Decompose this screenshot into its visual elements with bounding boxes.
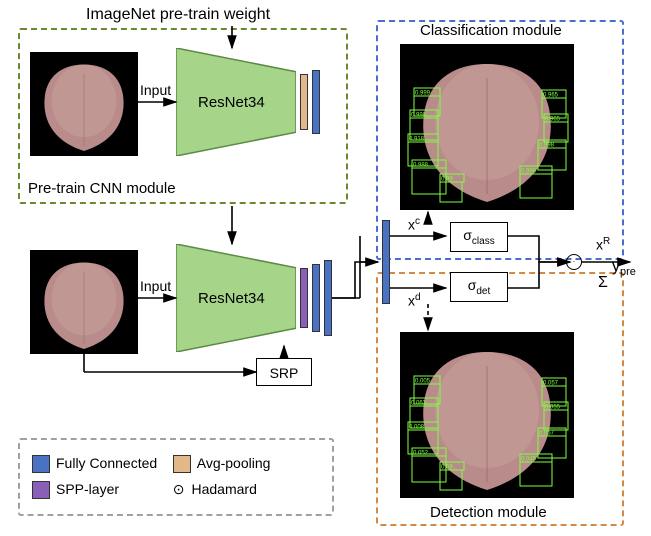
svg-text:0.999: 0.999 [415,91,431,97]
sigma-class-box: σclass [450,222,508,252]
ypre-label: ypre [612,258,636,278]
svg-text:0.008: 0.008 [409,425,425,431]
tongue-image-classification: 0.999 0.998 0.918 0.988 0.99 0.998 0.998 0.965 0… [400,44,574,210]
pretrain-module-label: Pre-train CNN module [28,180,176,197]
srp-box: SRP [256,358,312,386]
svg-text:0.063: 0.063 [411,401,427,407]
classification-module-label: Classification module [420,22,562,39]
legend-spp-label: SPP-layer [56,481,119,497]
svg-text:0.998: 0.998 [539,143,555,149]
legend-fc-swatch [32,455,50,473]
legend-row-2: SPP-layer ⊙ Hadamard [32,476,270,502]
sigma-det-box: σdet [450,272,508,302]
svg-text:0.055: 0.055 [545,405,561,411]
xR-label: xR [596,236,610,253]
svg-text:0.965: 0.965 [545,117,561,123]
legend-fc-label: Fully Connected [56,455,157,471]
sum-label: Σ [598,274,608,292]
svg-text:0.998: 0.998 [521,169,537,175]
resnet-label-2: ResNet34 [198,290,265,307]
sigma-class-label: σclass [463,227,494,247]
svg-text:0.99: 0.99 [441,177,453,183]
layer-bar [312,70,320,134]
svg-text:0.045: 0.045 [521,457,537,463]
svg-text:0.988: 0.988 [413,163,429,169]
layer-bar [382,220,390,304]
svg-text:0.052: 0.052 [413,451,429,457]
resnet-label-1: ResNet34 [198,94,265,111]
svg-text:0.057: 0.057 [539,431,555,437]
tongue-image-detection: 0.005 0.063 0.008 0.052 0.08 0.045 0.057 0.055 0… [400,332,574,498]
input-label-2: Input [140,278,171,294]
legend-avg-swatch [173,455,191,473]
input-label-1: Input [140,82,171,98]
svg-text:0.057: 0.057 [543,381,559,387]
tongue-image-pretrain [30,52,138,156]
layer-bar [300,268,308,328]
layer-bar [324,260,332,336]
svg-text:0.998: 0.998 [411,113,427,119]
layer-bar [300,74,308,130]
legend-had-symbol: ⊙ [170,476,188,502]
xd-label: xd [408,292,421,309]
xc-label: xc [408,216,420,233]
hadamard-symbol: · [566,254,582,270]
svg-text:0.965: 0.965 [543,93,559,99]
sigma-det-label: σdet [468,277,491,297]
legend-had-label: Hadamard [192,481,257,497]
legend-spp-swatch [32,481,50,499]
detection-module-label: Detection module [430,504,547,521]
layer-bar [312,264,320,332]
legend-avg-label: Avg-pooling [197,455,271,471]
legend-row-1: Fully Connected Avg-pooling [32,450,270,476]
imagenet-label: ImageNet pre-train weight [86,6,270,24]
tongue-image-main [30,250,138,354]
srp-label: SRP [270,365,299,381]
svg-text:0.918: 0.918 [409,137,425,143]
svg-text:0.08: 0.08 [441,465,453,471]
svg-text:0.005: 0.005 [415,379,431,385]
legend-contents: Fully Connected Avg-pooling SPP-layer ⊙ … [32,450,270,502]
